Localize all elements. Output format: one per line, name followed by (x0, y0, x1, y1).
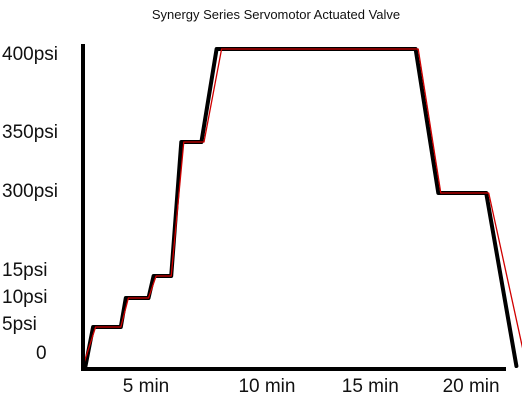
y-tick-label: 300psi (2, 181, 58, 202)
y-tick-label: 0 (36, 343, 47, 364)
series-line-red (82, 48, 522, 367)
x-tick-label: 20 min (443, 376, 500, 397)
plot-area (82, 47, 522, 368)
y-tick-label: 350psi (2, 122, 58, 143)
y-tick-label: 15psi (2, 260, 47, 281)
y-tick-label: 400psi (2, 44, 58, 65)
chart-title: Synergy Series Servomotor Actuated Valve (152, 7, 400, 22)
y-tick-label: 10psi (2, 287, 47, 308)
series-line-black (83, 47, 519, 368)
x-tick-label: 15 min (342, 376, 399, 397)
x-tick-label: 10 min (238, 376, 295, 397)
x-tick-label: 5 min (123, 376, 169, 397)
y-tick-label: 5psi (2, 314, 37, 335)
y-tick-labels: 400psi 350psi 300psi 15psi 10psi 5psi 0 (2, 44, 58, 364)
x-tick-labels: 5 min 10 min 15 min 20 min (123, 376, 500, 397)
